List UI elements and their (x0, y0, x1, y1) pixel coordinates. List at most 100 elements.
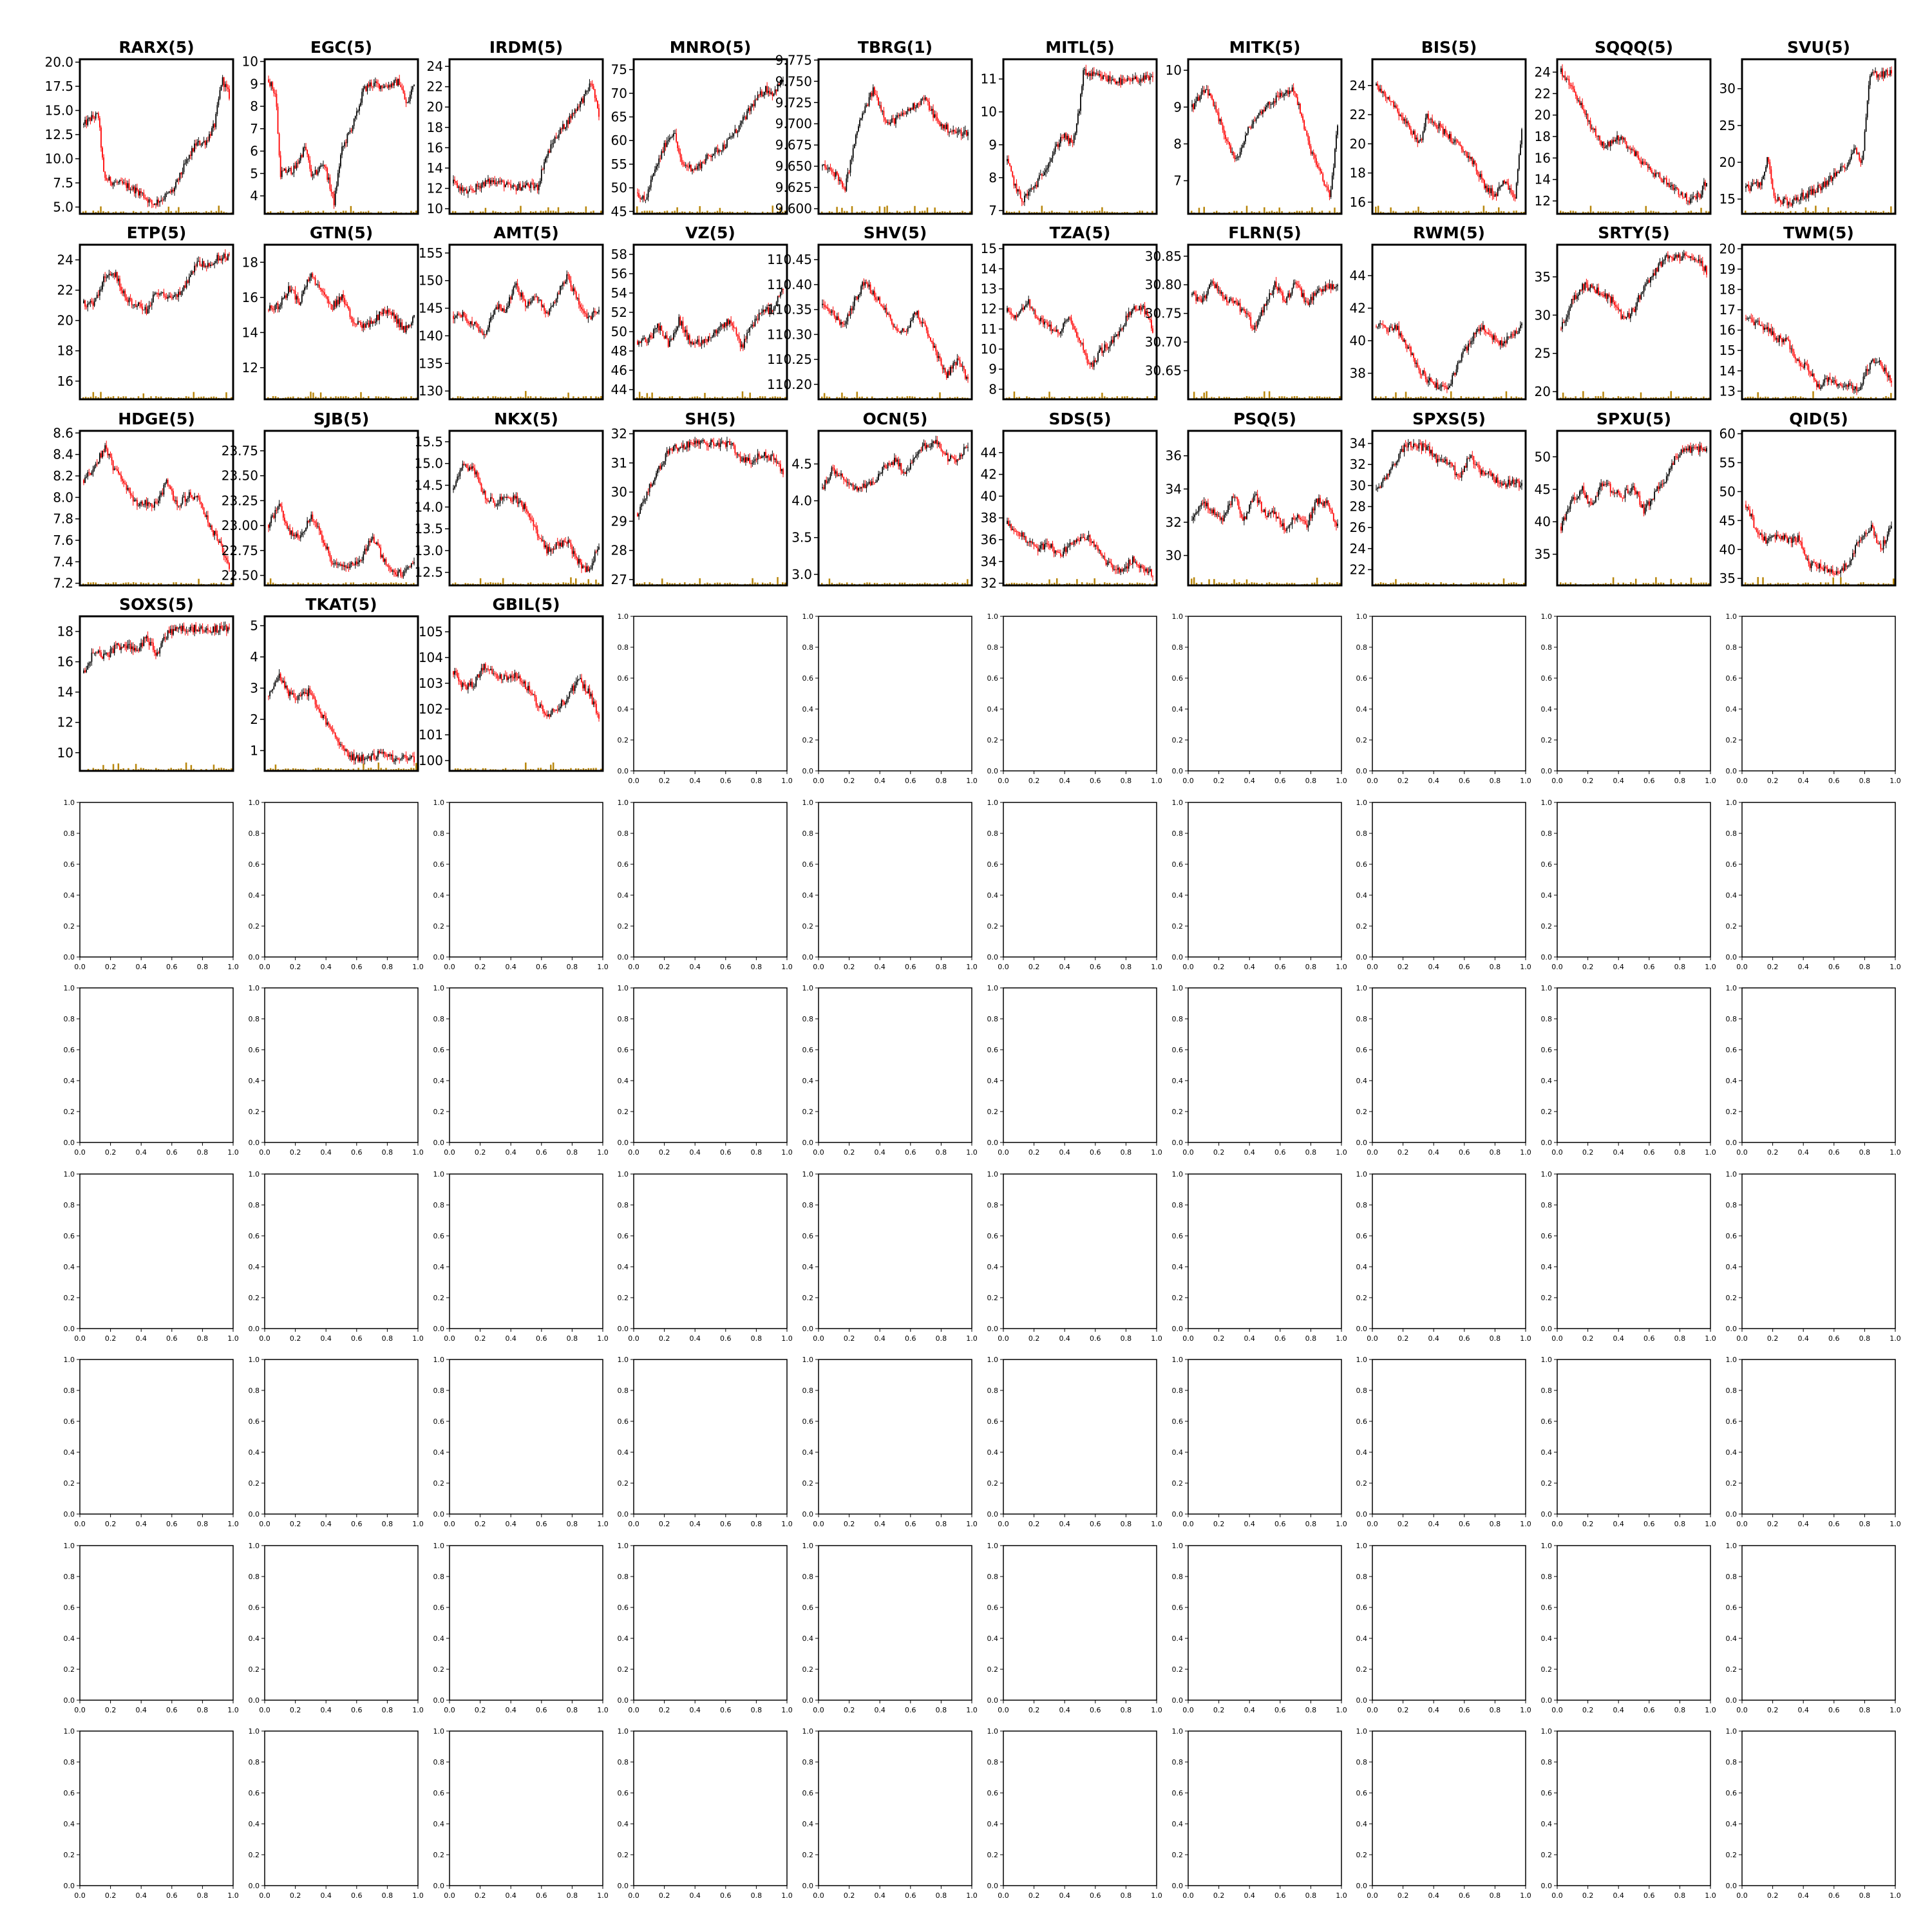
candle-body (1655, 173, 1657, 177)
candle-body (527, 301, 529, 307)
candle-body (647, 189, 649, 198)
candle-body (168, 191, 170, 193)
candle-body (491, 180, 493, 182)
volume-bar (377, 396, 380, 399)
volume-bar (178, 397, 180, 399)
candle-body (1013, 315, 1015, 319)
candle-body (97, 113, 99, 118)
subplot-title: MITL(5) (1045, 38, 1114, 57)
volume-bar (1013, 211, 1016, 214)
volume-bar (1572, 211, 1574, 214)
candle-body (567, 274, 569, 276)
candle-body (1824, 182, 1826, 187)
candle-body (726, 139, 728, 147)
candle-body (504, 312, 506, 313)
candle-body (486, 330, 488, 335)
subplot: RARX(5)5.07.510.012.515.017.520.0 (44, 38, 234, 215)
plot-frame (1187, 58, 1343, 215)
candle-body (705, 339, 706, 340)
y-tick-label: 16 (57, 374, 73, 389)
candle-body (223, 253, 225, 258)
volume-bar (944, 211, 946, 214)
candle-body (282, 298, 284, 299)
volume-bars (1375, 205, 1525, 214)
candle-body (1446, 133, 1448, 135)
volume-bar (1081, 211, 1083, 214)
candle-body (1077, 336, 1079, 338)
candle-body (1634, 150, 1635, 156)
candle-body (466, 318, 468, 322)
candle-body (365, 324, 367, 328)
candle-body (151, 302, 153, 306)
candle-body (380, 312, 382, 313)
candle-body (1450, 133, 1452, 142)
candle-body (1701, 185, 1703, 195)
candle-body (211, 128, 213, 136)
candle-body (878, 97, 879, 106)
candle-body (1022, 307, 1024, 310)
y-tick-label: 30.70 (1145, 334, 1182, 350)
candle-body (657, 323, 659, 328)
volume-bar (457, 396, 459, 399)
volume-bar (1392, 211, 1394, 214)
candle-body (1605, 146, 1607, 147)
candle-body (193, 148, 194, 152)
candle-body (482, 332, 484, 336)
candle-body (1488, 188, 1490, 192)
y-tick-label: 18 (1535, 129, 1551, 144)
candle-body (307, 149, 308, 155)
candle-body (693, 343, 694, 345)
candle-body (1246, 133, 1247, 136)
candle-body (1195, 294, 1197, 301)
volume-bar (267, 397, 269, 399)
candle-body (1028, 299, 1030, 304)
candle-body (368, 84, 370, 87)
candle-body (1259, 316, 1261, 319)
candle-body (384, 309, 386, 311)
candle-body (1045, 321, 1047, 323)
candle-body (301, 294, 303, 303)
candle-body (366, 323, 368, 325)
candle-body (522, 292, 524, 299)
volume-bar (231, 397, 232, 399)
candle-body (1010, 166, 1012, 172)
volume-bar (1101, 207, 1103, 214)
candle-body (866, 282, 867, 283)
candle-body (1273, 287, 1274, 295)
candle-body (839, 180, 840, 181)
candle-body (504, 185, 506, 187)
candle-body (576, 298, 578, 299)
candle-body (500, 180, 502, 182)
candle-body (1603, 141, 1605, 149)
candles (1191, 277, 1338, 333)
candle-body (705, 158, 706, 164)
candle-body (1819, 185, 1820, 186)
candle-body (540, 169, 542, 181)
candle-body (1752, 183, 1754, 186)
candle-body (1283, 93, 1285, 96)
candle-body (216, 254, 218, 261)
candle-body (782, 289, 784, 290)
candle-body (497, 307, 498, 309)
candle-body (1322, 289, 1324, 292)
candle-body (516, 188, 518, 191)
candle-body (573, 288, 574, 291)
candle-body (913, 103, 914, 110)
candles (268, 272, 415, 334)
candle-body (95, 298, 97, 301)
volume-bar (1508, 211, 1510, 214)
candle-body (1497, 189, 1499, 196)
candle-body (551, 306, 553, 307)
candle-body (1493, 195, 1495, 197)
volume-bar (520, 396, 522, 399)
candle-body (1479, 174, 1481, 178)
volume-bar (721, 211, 724, 214)
candle-body (139, 302, 140, 304)
candle-body (1678, 189, 1680, 195)
candle-body (1321, 171, 1323, 174)
volume-bar (322, 397, 325, 399)
candle-body (1322, 173, 1324, 181)
volume-bar (784, 211, 786, 214)
y-tick-label: 8 (989, 381, 997, 397)
volume-bar (347, 397, 350, 399)
